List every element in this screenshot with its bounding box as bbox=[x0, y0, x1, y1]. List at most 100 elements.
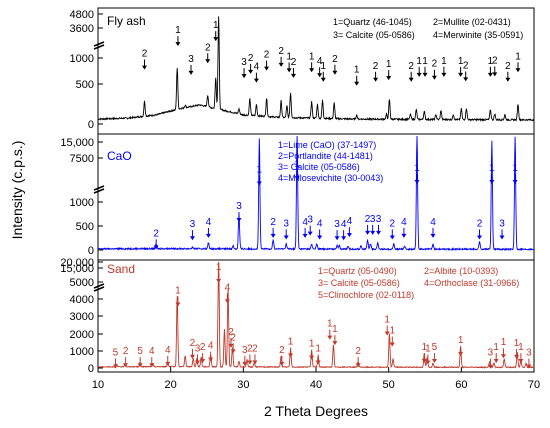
peak-arrow-head bbox=[493, 359, 499, 364]
peak-label: 1 bbox=[354, 65, 360, 76]
peak-arrow-head bbox=[175, 302, 181, 307]
peak-label: 3 bbox=[190, 219, 196, 230]
y-tick-label: 4000 bbox=[70, 294, 94, 306]
legend-sand-4: 4=Orthoclase (31-0966) bbox=[424, 278, 519, 288]
peak-label: 2 bbox=[373, 61, 379, 72]
peak-label: 3 bbox=[283, 218, 289, 229]
peak-arrow-head bbox=[189, 236, 195, 241]
y-tick-label: 15,000 bbox=[60, 137, 94, 149]
peak-label: 2 bbox=[365, 214, 371, 225]
peak-label: 3 bbox=[370, 214, 376, 225]
peak-arrow-head bbox=[487, 364, 493, 369]
peak-label: 2 bbox=[153, 228, 159, 239]
x-tick-label: 10 bbox=[92, 379, 104, 391]
y-tick-label: 15,000 bbox=[60, 263, 94, 275]
peak-arrow-head bbox=[264, 66, 270, 71]
peak-label: 1 bbox=[512, 163, 518, 174]
peak-label: 1 bbox=[175, 285, 181, 296]
axis-ticks: 10 20 30 40 50 60 7005001000360048000500100075… bbox=[60, 9, 540, 391]
peak-arrow-head bbox=[414, 179, 420, 184]
peak-label: 2 bbox=[205, 42, 211, 53]
peak-arrow-head bbox=[441, 72, 447, 77]
peak-arrow-head bbox=[256, 181, 262, 186]
trace-sand bbox=[97, 261, 535, 369]
x-tick-label: 60 bbox=[455, 379, 467, 391]
peak-label: 3 bbox=[334, 219, 340, 230]
peak-label: 1 bbox=[332, 324, 338, 335]
peak-arrow-head bbox=[175, 42, 181, 47]
peak-label: 1 bbox=[414, 163, 420, 174]
peak-arrow-head bbox=[477, 235, 482, 240]
legend-sand-2: 2=Albite (10-0393) bbox=[424, 266, 498, 276]
peak-label: 1 bbox=[286, 51, 292, 62]
y-tick-label: 1000 bbox=[70, 53, 94, 65]
peak-arrow-head bbox=[500, 354, 506, 359]
peak-label: 2 bbox=[190, 338, 196, 349]
peak-arrow-head bbox=[309, 355, 315, 360]
peak-arrow-head bbox=[290, 73, 296, 78]
legend-sand-1: 1=Quartz (05-0490) bbox=[318, 266, 397, 276]
peak-label: 2 bbox=[432, 59, 438, 70]
peak-arrow-head bbox=[142, 65, 148, 70]
peak-label: 1 bbox=[422, 56, 428, 67]
peak-label: 4 bbox=[317, 218, 323, 229]
y-axis-label: Intensity (c.p.s.) bbox=[9, 141, 25, 240]
peak-arrow-head bbox=[252, 360, 258, 365]
peak-arrow-head bbox=[332, 70, 338, 75]
peak-arrow-head bbox=[302, 233, 308, 238]
trace-cao bbox=[97, 135, 535, 252]
peak-arrow-head bbox=[208, 357, 214, 362]
y-tick-label: 0 bbox=[88, 363, 94, 375]
x-tick-label: 70 bbox=[528, 379, 540, 391]
peak-label: 1 bbox=[288, 337, 294, 348]
panel-title-sand: Sand bbox=[107, 262, 135, 276]
legend-cao-2: 2=Portlandite (44-1481) bbox=[278, 151, 373, 161]
legend-fly-ash-4: 4=Merwinite (35-0591) bbox=[433, 30, 523, 40]
peak-arrow-head bbox=[213, 37, 219, 42]
peak-arrow-head bbox=[401, 233, 407, 238]
y-tick-label: 3600 bbox=[70, 23, 94, 35]
peak-label: 5 bbox=[113, 348, 119, 359]
peak-arrow-head bbox=[334, 236, 340, 241]
peak-label: 4 bbox=[165, 345, 171, 356]
x-axis-label: 2 Theta Degrees bbox=[264, 403, 368, 419]
peak-label: 1 bbox=[515, 51, 521, 62]
peak-arrow-head bbox=[294, 176, 300, 181]
peak-label: 1 bbox=[294, 159, 300, 170]
peak-label: 2 bbox=[264, 50, 270, 61]
peak-label: 4 bbox=[254, 62, 260, 73]
peak-label: 2 bbox=[278, 46, 284, 57]
peak-label: 1 bbox=[390, 326, 396, 337]
legend-sand-5: 5=Clinochlore (02-0118) bbox=[318, 290, 414, 300]
peak-arrow-head bbox=[463, 77, 469, 82]
peak-arrow-head bbox=[165, 361, 171, 366]
peak-arrow-head bbox=[375, 230, 381, 235]
peak-label: 3 bbox=[376, 214, 382, 225]
peak-label: 1 bbox=[501, 337, 507, 348]
peak-arrow-head bbox=[286, 68, 292, 73]
y-tick-label: 0 bbox=[88, 245, 94, 257]
peak-arrow-head bbox=[307, 231, 313, 236]
peak-arrow-head bbox=[499, 235, 505, 240]
peak-arrow-head bbox=[278, 62, 284, 67]
peak-arrow-head bbox=[288, 353, 294, 358]
peak-label: 1 bbox=[416, 56, 422, 67]
peak-label: 5 bbox=[137, 346, 143, 357]
y-tick-label: 4800 bbox=[70, 9, 94, 21]
peak-arrow-head bbox=[228, 343, 234, 348]
peak-label: 3 bbox=[188, 54, 194, 65]
peak-label: 1 bbox=[518, 342, 524, 353]
peak-label: 3 bbox=[499, 218, 505, 229]
peak-arrow-head bbox=[421, 359, 427, 364]
peak-label: 5 bbox=[432, 342, 438, 353]
peak-label: 2 bbox=[252, 343, 258, 354]
x-tick-label: 40 bbox=[310, 379, 322, 391]
trace-fly-ash bbox=[97, 16, 535, 123]
y-tick-label: 1000 bbox=[70, 346, 94, 358]
peak-label: 4 bbox=[208, 341, 214, 352]
axis-break bbox=[93, 283, 105, 289]
peak-arrow-head bbox=[320, 77, 326, 82]
peak-label: 4 bbox=[430, 217, 436, 228]
y-tick-label: 20,000 bbox=[60, 257, 94, 269]
